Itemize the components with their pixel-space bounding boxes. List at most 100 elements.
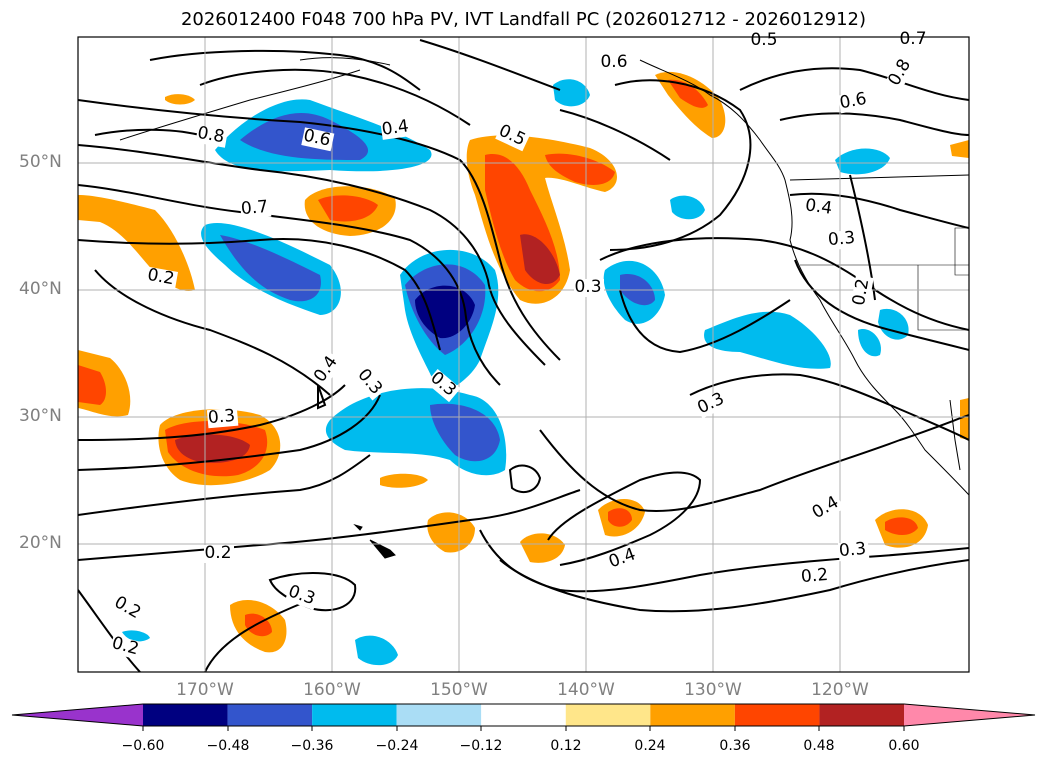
contour-label: 0.2 — [800, 565, 829, 587]
state-border — [954, 227, 969, 276]
contour-label: 0.2 — [146, 265, 176, 289]
contour-label: 0.8 — [196, 123, 226, 147]
colorbar-tick-label: 0.12 — [550, 738, 582, 754]
contour-line — [419, 39, 561, 91]
colorbar-tick-label: 0.36 — [719, 738, 751, 754]
contour-line — [599, 237, 969, 331]
pv-positive-region — [175, 434, 250, 463]
lon-tick-label: 130°W — [684, 680, 742, 700]
lat-tick-label: 50°N — [19, 152, 62, 172]
coastline — [299, 57, 391, 66]
contour-line — [204, 599, 311, 672]
contour-line — [508, 464, 542, 494]
contour-line — [78, 238, 441, 351]
contour-line — [739, 67, 969, 101]
pv-positive-region — [520, 234, 560, 285]
contour-line — [149, 49, 421, 91]
contour-label: 0.2 — [849, 277, 873, 307]
lon-tick-label: 170°W — [176, 680, 234, 700]
contour-line — [94, 128, 201, 136]
pv-positive-region — [545, 153, 615, 185]
contour-label: 0.3 — [827, 228, 856, 250]
pv-negative-region — [704, 311, 831, 369]
contour-line — [78, 589, 141, 672]
contour-line — [78, 489, 581, 561]
lon-tick-label: 120°W — [811, 680, 869, 700]
map-panel: 0.5 0.6 0.7 0.8 0.6 0.4 0.5 0.6 0.8 0.7 … — [77, 29, 970, 673]
colorbar-tick-label: −0.36 — [290, 738, 334, 754]
contour-label: 0.7 — [240, 197, 269, 219]
contour-label: 0.3 — [838, 539, 867, 561]
lat-tick-label: 20°N — [19, 533, 62, 553]
contour-label: 0.5 — [750, 30, 777, 50]
state-border — [917, 265, 969, 331]
contour-line — [619, 289, 791, 354]
lat-tick-label: 40°N — [19, 279, 62, 299]
pv-positive-region — [427, 512, 475, 553]
contour-label: 0.2 — [204, 543, 231, 563]
map-title: 2026012400 F048 700 hPa PV, IVT Landfall… — [180, 9, 867, 30]
colorbar-segment — [227, 704, 313, 726]
lon-tick-label: 140°W — [557, 680, 615, 700]
coastline — [639, 59, 969, 496]
contour-label: 0.7 — [899, 29, 926, 49]
contour-line — [499, 559, 969, 613]
lon-tick-label: 150°W — [430, 680, 488, 700]
pv-positive-region — [655, 71, 726, 138]
pv-negative-region — [430, 403, 500, 462]
colorbar-tick-label: −0.24 — [375, 738, 419, 754]
contour-line — [78, 144, 546, 366]
pv-negative-region — [122, 630, 150, 642]
colorbar-tick-label: −0.60 — [121, 738, 165, 754]
colorbar-segments — [11, 703, 1036, 727]
lat-tick-label: 30°N — [19, 406, 62, 426]
contour-line — [559, 109, 671, 161]
colorbar-segment — [312, 704, 397, 726]
colorbar-ticks — [142, 726, 905, 731]
contour-line — [317, 384, 327, 410]
contour-line — [794, 259, 969, 351]
contour-line — [789, 192, 969, 229]
coastline — [949, 399, 961, 471]
pv-positive-region — [380, 473, 428, 488]
colorbar-tick-label: 0.48 — [803, 738, 835, 754]
pv-positive-region — [960, 398, 969, 440]
contour-label: 0.4 — [381, 116, 411, 140]
colorbar-tick-label: −0.12 — [459, 738, 503, 754]
pv-positive-region — [165, 94, 195, 105]
colorbar-segment — [650, 704, 735, 726]
pv-shading — [78, 71, 969, 666]
colorbar-tick-label: 0.60 — [888, 738, 920, 754]
pv-negative-region — [355, 635, 398, 666]
contour-line — [547, 471, 702, 566]
lon-tick-label: 160°W — [303, 680, 361, 700]
colorbar-segment — [143, 704, 228, 726]
contour-line — [78, 184, 501, 386]
pv-negative-region — [670, 195, 705, 220]
colorbar-segment — [396, 704, 482, 726]
pv-positive-region — [78, 365, 106, 405]
contour-line — [539, 414, 969, 512]
colorbar-tick-label: −0.48 — [206, 738, 250, 754]
contour-line — [78, 99, 561, 361]
colorbar-segment — [819, 704, 904, 726]
pv-positive-region — [950, 140, 969, 158]
colorbar-segment — [565, 704, 651, 726]
contour-label: 0.4 — [804, 195, 834, 219]
plot-frame — [77, 36, 970, 673]
colorbar-segment — [734, 704, 820, 726]
pv-negative-region — [415, 285, 475, 339]
coastline — [119, 69, 361, 141]
pv-negative-region — [835, 148, 890, 175]
colorbar-extend-high — [904, 704, 1035, 726]
contour-label: 0.6 — [600, 52, 627, 72]
coastline — [789, 174, 969, 181]
pv-negative-region — [858, 329, 881, 357]
contour-line — [199, 68, 471, 126]
pv-negative-region — [220, 235, 321, 302]
pv-positive-region — [608, 508, 632, 527]
colorbar-extend-low — [12, 704, 143, 726]
pv-negative-region — [553, 79, 590, 107]
contour-line — [779, 112, 969, 136]
contour-label: 0.3 — [574, 277, 601, 297]
